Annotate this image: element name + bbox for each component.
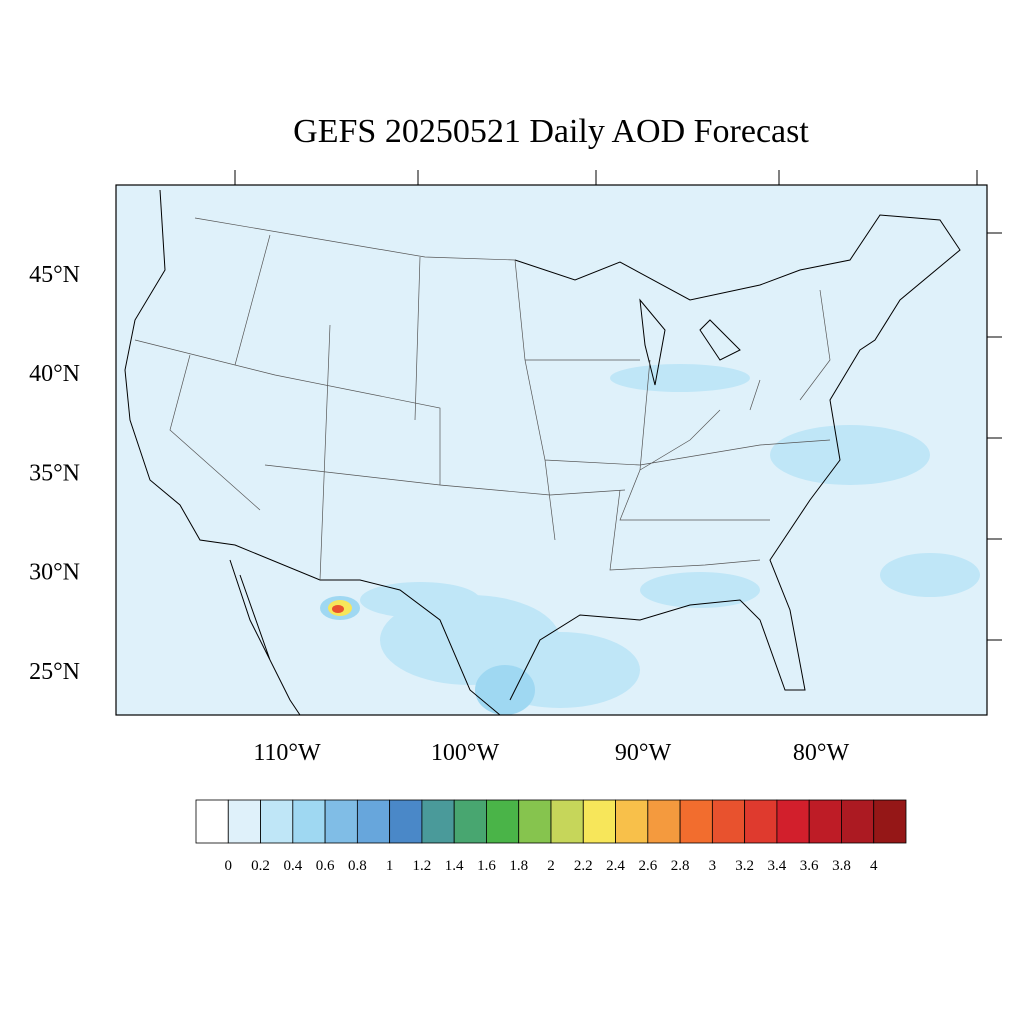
lat-label: 35°N — [29, 460, 80, 486]
coast — [124, 189, 961, 716]
map — [115, 170, 1002, 716]
colorbar-label: 0.4 — [283, 858, 302, 874]
colorbar-label: 1.4 — [445, 858, 464, 874]
colorbar-box — [873, 799, 907, 844]
colorbar-box — [421, 799, 455, 844]
lat-label: 25°N — [29, 659, 80, 685]
colorbar-label: 0.2 — [251, 858, 270, 874]
colorbar-box — [292, 799, 326, 844]
colorbar-box — [744, 799, 778, 844]
lon-label: 90°W — [615, 740, 672, 766]
colorbar-label: 1.2 — [413, 858, 432, 874]
colorbar-box — [260, 799, 294, 844]
aod-area — [880, 553, 980, 597]
lon-label: 100°W — [431, 740, 500, 766]
colorbar-label: 0.8 — [348, 858, 367, 874]
aod-area — [610, 364, 750, 392]
colorbar-box — [453, 799, 487, 844]
lat-label: 45°N — [29, 262, 80, 288]
lon-label: 110°W — [253, 740, 321, 766]
colorbar-label: 2.6 — [638, 858, 657, 874]
aod-area — [640, 572, 760, 608]
colorbar-box — [486, 799, 520, 844]
colorbar-box — [679, 799, 713, 844]
state-lines — [134, 217, 831, 581]
colorbar-box — [711, 799, 746, 844]
colorbar-box — [582, 799, 616, 844]
colorbar-label: 0.6 — [316, 858, 335, 874]
colorbar-label: 1 — [386, 858, 394, 874]
colorbar-label: 3.2 — [735, 858, 754, 874]
aod-area — [770, 425, 930, 485]
colorbar-label: 4 — [870, 858, 878, 874]
colorbar-box — [389, 799, 423, 844]
colorbar-box — [324, 799, 358, 844]
colorbar-label: 2.4 — [606, 858, 625, 874]
aod-area — [360, 582, 480, 618]
colorbar-label: 2.8 — [671, 858, 690, 874]
colorbar-label: 2.2 — [574, 858, 593, 874]
colorbar-label: 2 — [547, 858, 555, 874]
lat-label: 40°N — [29, 361, 80, 387]
colorbar-box — [647, 799, 681, 844]
colorbar-box — [227, 799, 261, 844]
coastlines — [124, 189, 961, 716]
colorbar-box — [615, 799, 649, 844]
lon-labels: 110°W 100°W 90°W 80°W — [253, 740, 849, 766]
colorbar-label: 3.6 — [800, 858, 819, 874]
coast — [229, 559, 301, 716]
aod-area — [475, 665, 535, 715]
colorbar-box — [195, 799, 229, 844]
colorbar-box — [776, 799, 810, 844]
colorbar-box — [550, 799, 584, 844]
colorbar-box — [841, 799, 875, 844]
colorbar-box — [808, 799, 842, 844]
aod-hotspot — [332, 605, 344, 613]
lakes — [639, 298, 741, 386]
aod-field — [320, 364, 980, 715]
colorbar-label: 3 — [709, 858, 717, 874]
title: GEFS 20250521 Daily AOD Forecast — [293, 113, 809, 150]
lon-label: 80°W — [793, 740, 850, 766]
colorbar-label: 3.8 — [832, 858, 851, 874]
colorbar-box — [356, 799, 391, 844]
colorbar: 0 0.2 0.4 0.6 0.8 1 1.2 1.4 1.6 1.8 2 2.2 2.4 2.6 2.8 3… — [195, 799, 907, 874]
lat-labels: 45°N 40°N 35°N 30°N 25°N — [29, 262, 80, 685]
colorbar-label: 1.8 — [509, 858, 528, 874]
colorbar-label: 0 — [225, 858, 233, 874]
colorbar-label: 3.4 — [768, 858, 787, 874]
colorbar-box — [518, 799, 552, 844]
frame-ticks — [234, 170, 1002, 641]
lat-label: 30°N — [29, 560, 80, 586]
colorbar-label: 1.6 — [477, 858, 496, 874]
map-frame — [115, 184, 988, 716]
